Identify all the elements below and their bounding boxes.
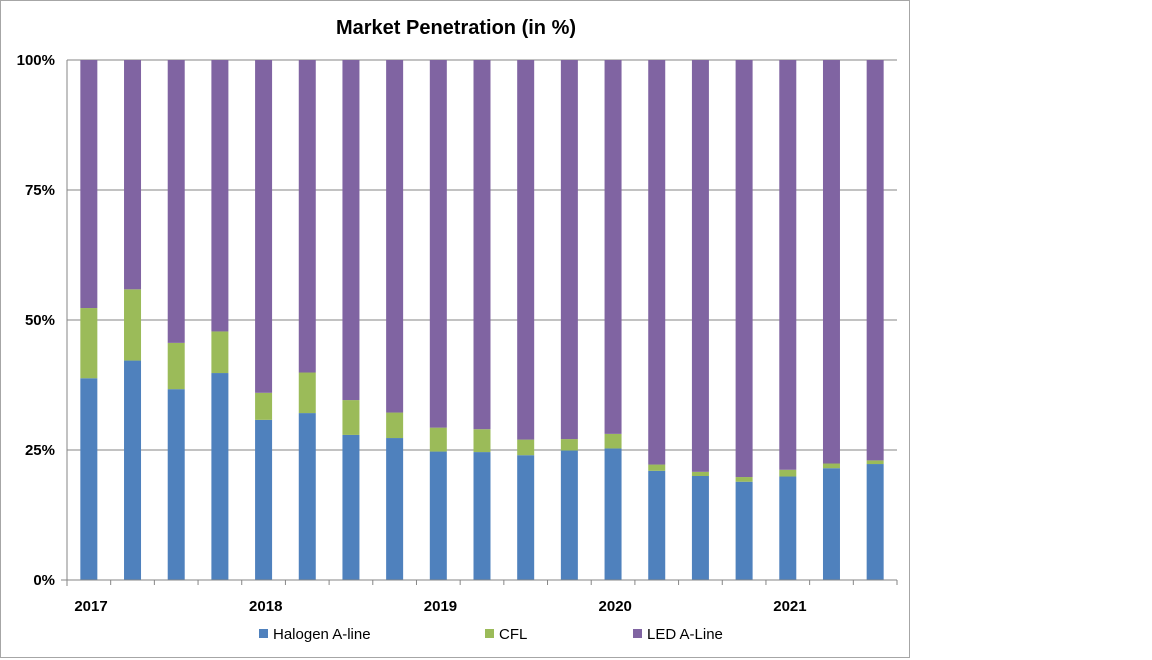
bar-segment-cfl <box>560 439 578 451</box>
legend: Halogen A-line CFL LED A-Line <box>259 626 723 643</box>
bar-segment-halogen-a-line <box>386 438 404 580</box>
bar-segment-led-a-line <box>211 60 229 332</box>
chart-title: Market Penetration (in %) <box>336 17 576 39</box>
x-tick-label: 2017 <box>74 598 107 615</box>
chart-svg: Market Penetration (in %) 0% 25% 50% 75% 100… <box>17 17 898 643</box>
bar-segment-halogen-a-line <box>473 452 491 580</box>
bars <box>80 60 884 580</box>
bar-segment-halogen-a-line <box>735 481 753 580</box>
bar-segment-cfl <box>255 392 273 420</box>
bar-segment-cfl <box>342 400 360 435</box>
bar-segment-halogen-a-line <box>648 470 666 580</box>
bar-segment-halogen-a-line <box>80 378 98 580</box>
bar-segment-halogen-a-line <box>167 389 185 580</box>
bar-segment-cfl <box>517 439 535 456</box>
bar-segment-halogen-a-line <box>866 464 884 580</box>
bar-segment-cfl <box>691 471 709 476</box>
bar-segment-led-a-line <box>735 60 753 478</box>
bar-segment-led-a-line <box>822 60 840 464</box>
bar-segment-led-a-line <box>80 60 98 309</box>
bar-segment-led-a-line <box>517 60 535 440</box>
legend-label: Halogen A-line <box>273 626 371 643</box>
bar-segment-halogen-a-line <box>211 373 229 580</box>
bar-segment-led-a-line <box>255 60 273 393</box>
bar-segment-cfl <box>167 342 185 390</box>
bar-segment-led-a-line <box>473 60 491 430</box>
bar-segment-cfl <box>80 308 98 379</box>
bar-segment-halogen-a-line <box>517 455 535 580</box>
y-tick-label: 25% <box>25 442 55 459</box>
bar-segment-halogen-a-line <box>779 476 797 580</box>
bar-segment-led-a-line <box>560 60 578 440</box>
bar-segment-cfl <box>779 469 797 477</box>
bar-segment-halogen-a-line <box>691 476 709 580</box>
bar-segment-halogen-a-line <box>298 413 316 580</box>
bar-segment-cfl <box>648 464 666 471</box>
bar-segment-led-a-line <box>779 60 797 470</box>
x-tick-label: 2020 <box>599 598 632 615</box>
y-tick-label: 50% <box>25 312 55 329</box>
bar-segment-led-a-line <box>298 60 316 373</box>
bar-segment-cfl <box>735 477 753 482</box>
bar-segment-cfl <box>386 412 404 439</box>
x-tick-label: 2018 <box>249 598 282 615</box>
bar-segment-halogen-a-line <box>822 468 840 580</box>
bar-segment-led-a-line <box>604 60 622 434</box>
bar-segment-cfl <box>822 463 840 469</box>
legend-swatch <box>633 629 642 638</box>
bar-segment-led-a-line <box>648 60 666 465</box>
x-tick-label: 2019 <box>424 598 457 615</box>
bar-segment-led-a-line <box>429 60 447 428</box>
bar-segment-cfl <box>866 460 884 465</box>
bar-segment-led-a-line <box>866 60 884 461</box>
bar-segment-halogen-a-line <box>342 434 360 580</box>
bar-segment-cfl <box>429 427 447 452</box>
legend-label: LED A-Line <box>647 626 723 643</box>
y-tick-label: 75% <box>25 182 55 199</box>
bar-segment-led-a-line <box>124 60 142 290</box>
bar-segment-cfl <box>124 289 142 361</box>
chart-frame: Market Penetration (in %) 0% 25% 50% 75% 100… <box>0 0 910 658</box>
bar-segment-halogen-a-line <box>560 450 578 580</box>
bar-segment-led-a-line <box>167 60 185 343</box>
bar-segment-led-a-line <box>386 60 404 413</box>
bar-segment-led-a-line <box>342 60 360 401</box>
tick-labels: 0% 25% 50% 75% 100% 2017 2018 2019 2020 2021 <box>17 52 807 615</box>
bar-segment-cfl <box>473 429 491 453</box>
bar-segment-cfl <box>298 372 316 414</box>
bar-segment-halogen-a-line <box>124 360 142 580</box>
bar-segment-led-a-line <box>691 60 709 472</box>
bar-segment-cfl <box>604 433 622 449</box>
legend-swatch <box>485 629 494 638</box>
legend-swatch <box>259 629 268 638</box>
y-tick-label: 100% <box>17 52 55 69</box>
bar-segment-halogen-a-line <box>604 448 622 580</box>
legend-item: LED A-Line <box>633 626 723 643</box>
legend-item: Halogen A-line <box>259 626 371 643</box>
bar-segment-halogen-a-line <box>255 419 273 580</box>
bar-segment-cfl <box>211 331 229 374</box>
bar-segment-halogen-a-line <box>429 451 447 580</box>
legend-item: CFL <box>485 626 527 643</box>
legend-label: CFL <box>499 626 527 643</box>
axes <box>61 60 898 586</box>
x-tick-label: 2021 <box>773 598 806 615</box>
y-tick-label: 0% <box>33 572 55 589</box>
